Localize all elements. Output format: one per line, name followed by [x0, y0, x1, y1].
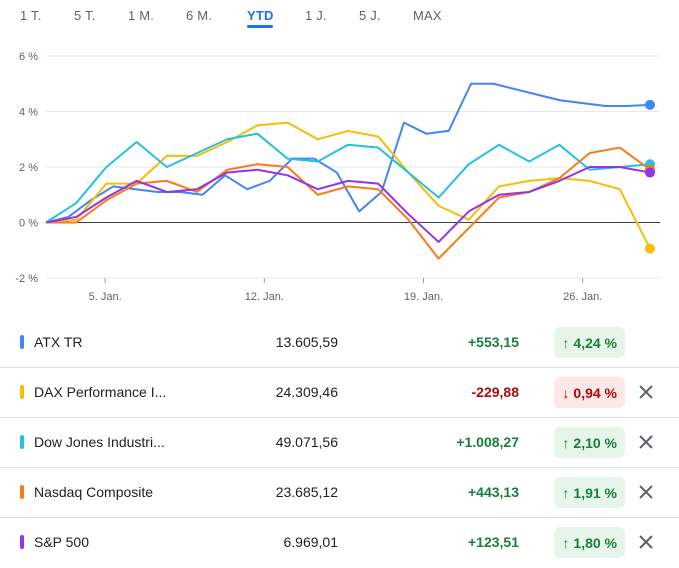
chart-end-dots: [645, 99, 655, 254]
tab-ytd[interactable]: YTD: [247, 8, 274, 23]
y-tick-label: 2 %: [19, 162, 38, 174]
arrow-up-icon: ↑: [562, 534, 570, 551]
series-swatch: [20, 485, 24, 499]
close-icon: [639, 535, 653, 549]
arrow-down-icon: ↓: [562, 384, 570, 401]
y-tick-label: 6 %: [19, 51, 38, 63]
table-row[interactable]: Dow Jones Industri... 49.071,56 +1.008,2…: [0, 418, 679, 468]
percent-change: 4,24 %: [573, 334, 617, 351]
series-swatch: [20, 535, 24, 549]
percent-change-badge: ↑ 1,91 %: [554, 477, 625, 508]
instrument-price: 23.685,12: [275, 484, 338, 500]
series-end-point: [645, 243, 655, 254]
instrument-price: 13.605,59: [275, 334, 338, 350]
percent-change-badge: ↑ 2,10 %: [554, 427, 625, 458]
x-tick-label: 5. Jan.: [89, 291, 122, 303]
percent-change: 1,80 %: [573, 534, 617, 551]
instrument-price: 24.309,46: [275, 384, 338, 400]
chart-series: [45, 82, 651, 260]
percent-change-badge: ↓ 0,94 %: [554, 377, 625, 408]
series-end-point: [645, 167, 655, 178]
tab-1-month[interactable]: 1 M.: [128, 8, 155, 23]
instrument-name: ATX TR: [34, 334, 83, 350]
table-row[interactable]: DAX Performance I... 24.309,46 -229,88 ↓…: [0, 368, 679, 418]
performance-chart: 6 % 4 % 2 % 0 % -2 % 5. Jan. 12. Jan. 19. Jan. 2…: [15, 51, 660, 303]
table-row[interactable]: ATX TR 13.605,59 +553,15 ↑ 4,24 %: [0, 318, 679, 368]
series-line: [45, 121, 651, 250]
x-tick-label: 19. Jan.: [404, 291, 443, 303]
tab-5-years[interactable]: 5 J.: [359, 8, 381, 23]
tab-6-months[interactable]: 6 M.: [186, 8, 213, 23]
table-row[interactable]: S&P 500 6.969,01 +123,51 ↑ 1,80 %: [0, 518, 679, 567]
percent-change: 2,10 %: [573, 434, 617, 451]
absolute-change: +123,51: [468, 534, 519, 550]
remove-comparison-button[interactable]: [635, 431, 657, 453]
instrument-name: DAX Performance I...: [34, 384, 167, 400]
series-end-point: [645, 99, 655, 110]
series-swatch: [20, 335, 24, 349]
arrow-up-icon: ↑: [562, 334, 570, 351]
close-icon: [639, 485, 653, 499]
instrument-name: Nasdaq Composite: [34, 484, 154, 500]
instrument-price: 49.071,56: [275, 434, 338, 450]
absolute-change: -229,88: [471, 384, 519, 400]
series-swatch: [20, 435, 24, 449]
tab-1-day[interactable]: 1 T.: [20, 8, 42, 23]
remove-comparison-button[interactable]: [635, 481, 657, 503]
tab-max[interactable]: MAX: [413, 8, 442, 23]
series-line: [45, 82, 651, 224]
percent-change: 1,91 %: [573, 484, 617, 501]
series-line: [46, 146, 651, 260]
absolute-change: +1.008,27: [456, 434, 519, 450]
remove-comparison-button[interactable]: [635, 381, 657, 403]
instrument-price: 6.969,01: [283, 534, 339, 550]
close-icon: [639, 435, 653, 449]
x-tick-label: 12. Jan.: [245, 291, 284, 303]
absolute-change: +443,13: [468, 484, 519, 500]
series-line: [45, 166, 651, 243]
arrow-up-icon: ↑: [562, 434, 570, 451]
chart-grid: [46, 55, 660, 283]
series-line: [45, 132, 651, 224]
chart-labels: 6 % 4 % 2 % 0 % -2 % 5. Jan. 12. Jan. 19. Jan. 2…: [15, 51, 602, 303]
y-tick-label: 0 %: [19, 218, 38, 230]
remove-comparison-button[interactable]: [635, 531, 657, 553]
range-tabs: 1 T. 5 T. 1 M. 6 M. YTD 1 J. 5 J. MAX: [0, 0, 679, 32]
table-row[interactable]: Nasdaq Composite 23.685,12 +443,13 ↑ 1,9…: [0, 468, 679, 518]
x-tick-label: 26. Jan.: [563, 291, 602, 303]
percent-change: 0,94 %: [573, 384, 617, 401]
close-icon: [639, 385, 653, 399]
y-tick-label: 4 %: [19, 107, 38, 119]
instrument-name: Dow Jones Industri...: [34, 434, 165, 450]
tab-5-days[interactable]: 5 T.: [74, 8, 96, 23]
comparison-table: ATX TR 13.605,59 +553,15 ↑ 4,24 % DAX Pe…: [0, 318, 679, 567]
arrow-up-icon: ↑: [562, 484, 570, 501]
percent-change-badge: ↑ 4,24 %: [554, 327, 625, 358]
y-tick-label: -2 %: [15, 273, 38, 285]
tab-1-year[interactable]: 1 J.: [305, 8, 327, 23]
absolute-change: +553,15: [468, 334, 519, 350]
active-tab-underline: [247, 25, 273, 28]
percent-change-badge: ↑ 1,80 %: [554, 527, 625, 558]
instrument-name: S&P 500: [34, 534, 90, 550]
series-swatch: [20, 385, 24, 399]
